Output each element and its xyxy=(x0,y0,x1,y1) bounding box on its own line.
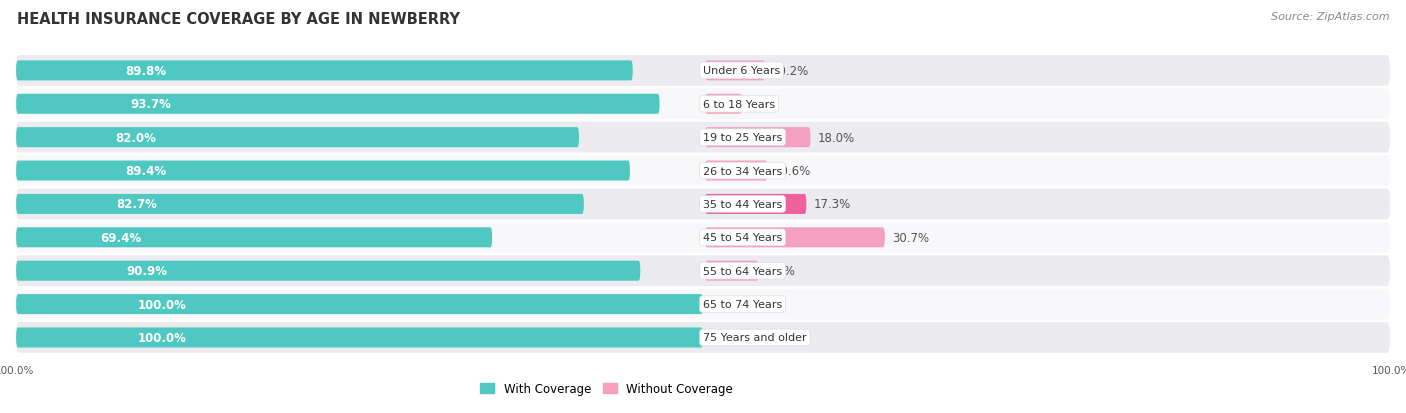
Text: 65 to 74 Years: 65 to 74 Years xyxy=(703,299,782,309)
Legend: With Coverage, Without Coverage: With Coverage, Without Coverage xyxy=(475,377,738,400)
Text: 82.0%: 82.0% xyxy=(115,131,156,144)
FancyBboxPatch shape xyxy=(15,322,1391,353)
Text: 55 to 64 Years: 55 to 64 Years xyxy=(703,266,782,276)
Text: 90.9%: 90.9% xyxy=(127,265,167,278)
FancyBboxPatch shape xyxy=(704,261,758,281)
Text: 10.2%: 10.2% xyxy=(772,65,808,78)
FancyBboxPatch shape xyxy=(15,195,583,214)
FancyBboxPatch shape xyxy=(15,156,1391,186)
FancyBboxPatch shape xyxy=(704,61,765,81)
FancyBboxPatch shape xyxy=(15,89,1391,120)
Text: 89.4%: 89.4% xyxy=(125,165,166,178)
Text: 6.3%: 6.3% xyxy=(749,98,779,111)
Text: 93.7%: 93.7% xyxy=(131,98,172,111)
FancyBboxPatch shape xyxy=(15,256,1391,286)
FancyBboxPatch shape xyxy=(704,195,807,214)
FancyBboxPatch shape xyxy=(15,161,630,181)
Text: 30.7%: 30.7% xyxy=(891,231,929,244)
Text: Source: ZipAtlas.com: Source: ZipAtlas.com xyxy=(1271,12,1389,22)
Text: 45 to 54 Years: 45 to 54 Years xyxy=(703,233,782,243)
FancyBboxPatch shape xyxy=(15,189,1391,220)
FancyBboxPatch shape xyxy=(15,61,633,81)
Text: 89.8%: 89.8% xyxy=(125,65,166,78)
FancyBboxPatch shape xyxy=(704,95,742,114)
FancyBboxPatch shape xyxy=(15,128,579,148)
FancyBboxPatch shape xyxy=(15,261,640,281)
Text: 26 to 34 Years: 26 to 34 Years xyxy=(703,166,782,176)
Text: 35 to 44 Years: 35 to 44 Years xyxy=(703,199,782,209)
FancyBboxPatch shape xyxy=(15,56,1391,87)
Text: 100.0%: 100.0% xyxy=(138,298,187,311)
Text: 10.6%: 10.6% xyxy=(775,165,811,178)
Text: 0.0%: 0.0% xyxy=(713,331,742,344)
Text: 9.1%: 9.1% xyxy=(765,265,796,278)
FancyBboxPatch shape xyxy=(15,223,1391,253)
Text: 17.3%: 17.3% xyxy=(813,198,851,211)
Text: 69.4%: 69.4% xyxy=(100,231,141,244)
Text: 18.0%: 18.0% xyxy=(817,131,855,144)
Text: 19 to 25 Years: 19 to 25 Years xyxy=(703,133,782,143)
FancyBboxPatch shape xyxy=(15,95,659,114)
FancyBboxPatch shape xyxy=(704,128,810,148)
FancyBboxPatch shape xyxy=(704,228,884,248)
FancyBboxPatch shape xyxy=(15,123,1391,153)
FancyBboxPatch shape xyxy=(704,161,768,181)
Text: 6 to 18 Years: 6 to 18 Years xyxy=(703,100,775,109)
Text: 82.7%: 82.7% xyxy=(117,198,157,211)
Text: HEALTH INSURANCE COVERAGE BY AGE IN NEWBERRY: HEALTH INSURANCE COVERAGE BY AGE IN NEWB… xyxy=(17,12,460,27)
Text: Under 6 Years: Under 6 Years xyxy=(703,66,780,76)
Text: 0.0%: 0.0% xyxy=(713,298,742,311)
FancyBboxPatch shape xyxy=(15,328,703,348)
Text: 75 Years and older: 75 Years and older xyxy=(703,333,807,343)
Text: 100.0%: 100.0% xyxy=(138,331,187,344)
FancyBboxPatch shape xyxy=(15,228,492,248)
FancyBboxPatch shape xyxy=(15,289,1391,320)
FancyBboxPatch shape xyxy=(15,294,703,314)
